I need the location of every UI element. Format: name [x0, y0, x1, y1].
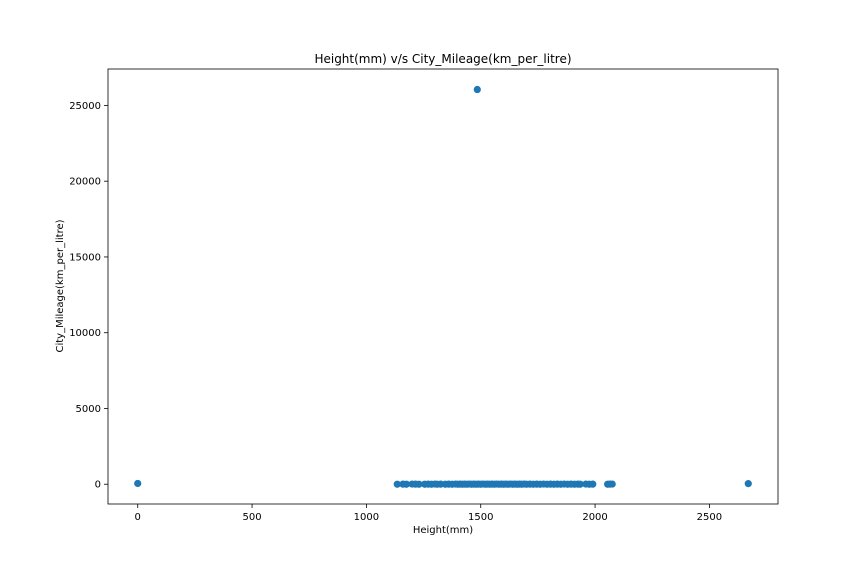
- x-tick-label: 1500: [468, 512, 493, 523]
- plot-frame: [107, 68, 779, 505]
- x-tick-label: 500: [243, 512, 262, 523]
- chart-title: Height(mm) v/s City_Mileage(km_per_litre…: [314, 52, 571, 66]
- x-tick-label: 1000: [354, 512, 379, 523]
- scatter-point: [402, 480, 411, 488]
- scatter-point: [744, 480, 752, 488]
- y-tick-label: 10000: [69, 328, 101, 339]
- y-tick-label: 20000: [69, 177, 101, 188]
- y-tick-label: 0: [95, 480, 101, 491]
- scatter-point: [608, 480, 616, 488]
- scatter-point: [576, 480, 584, 488]
- scatter-point: [393, 480, 401, 488]
- y-tick-label: 15000: [69, 252, 101, 263]
- y-axis-ticks: 0 5000 10000 15000 20000 25000: [69, 101, 108, 491]
- plot-area: [108, 69, 778, 504]
- scatter-point: [415, 480, 423, 488]
- scatter-point: [473, 85, 481, 94]
- y-tick-label: 25000: [69, 101, 101, 112]
- x-tick-label: 2000: [582, 512, 607, 523]
- scatter-point: [134, 479, 142, 488]
- x-tick-label: 0: [135, 512, 141, 523]
- y-tick-label: 5000: [76, 404, 101, 415]
- scatter-points: [134, 85, 752, 488]
- scatter-point: [589, 480, 597, 488]
- x-tick-label: 2500: [697, 512, 722, 523]
- y-axis-label: City_Mileage(km_per_litre): [55, 219, 66, 352]
- x-axis-ticks: 0 500 1000 1500 2000 2500: [135, 504, 722, 523]
- x-axis-label: Height(mm): [413, 525, 473, 536]
